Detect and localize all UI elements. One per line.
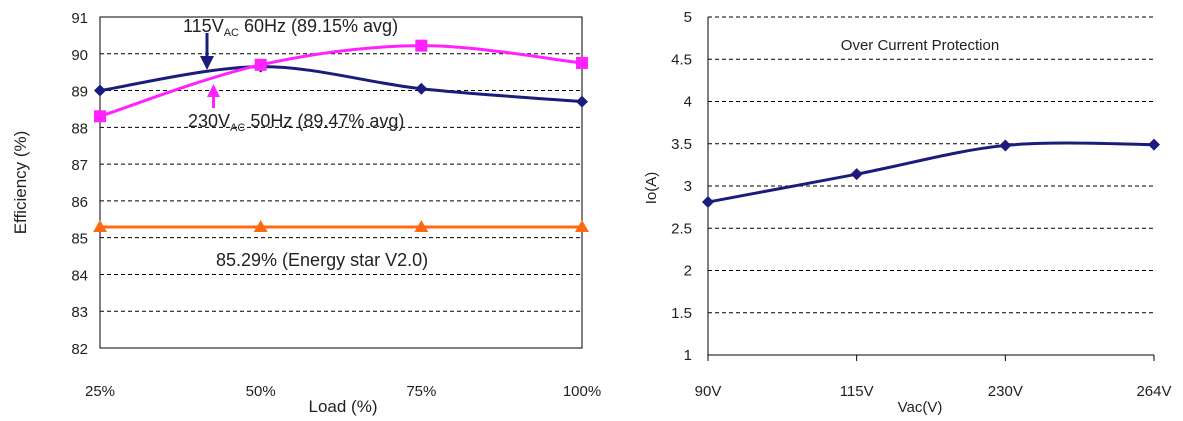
y-tick-label: 2.5	[671, 220, 692, 237]
y-tick-label: 84	[71, 267, 88, 284]
series-line	[99, 44, 583, 118]
x-tick-label: 100%	[563, 383, 601, 400]
y-tick-label: 88	[71, 120, 88, 137]
annotation-115v: 115VAC 60Hz (89.15% avg)	[183, 16, 398, 39]
y-tick-label: 2	[684, 263, 692, 280]
x-axis-label: Vac(V)	[898, 399, 943, 416]
y-tick-label: 90	[71, 47, 88, 64]
y-tick-label: 85	[71, 231, 88, 248]
y-tick-label: 1	[684, 347, 692, 364]
x-tick-label: 115V	[840, 383, 874, 400]
data-point	[415, 39, 428, 52]
data-point	[850, 168, 863, 181]
chart-title: Over Current Protection	[841, 37, 999, 54]
data-point	[94, 110, 106, 123]
data-point	[999, 139, 1012, 152]
data-point	[576, 95, 588, 108]
efficiency-chart: 82 83 84 85 86 87 88 89 90 91 25% 50% 75% 100% Load (%…	[11, 10, 601, 416]
y-tick-label: 3.5	[671, 136, 692, 153]
x-tick-label: 230V	[988, 383, 1023, 400]
y-tick-label: 82	[71, 341, 88, 358]
y-tick-label: 83	[71, 304, 88, 321]
data-point	[253, 220, 268, 233]
annotation-arrow-head	[200, 56, 214, 70]
ocp-chart: 1 1.5 2 2.5 3 3.5 4 4.5 5 90V 115V 230V 264V Vac(V) Io…	[643, 9, 1172, 416]
series-line	[99, 65, 583, 104]
data-point	[415, 82, 428, 95]
data-point	[93, 220, 107, 233]
x-tick-label: 90V	[695, 383, 722, 400]
y-tick-label: 86	[71, 194, 88, 211]
y-tick-label: 87	[71, 157, 88, 174]
x-tick-label: 25%	[85, 383, 115, 400]
data-point	[94, 84, 106, 97]
y-tick-label: 1.5	[671, 305, 692, 322]
y-axis-label: Io(A)	[643, 172, 660, 205]
annotation-energy-star: 85.29% (Energy star V2.0)	[216, 250, 428, 270]
data-point	[576, 56, 588, 69]
annotation-230v: 230VAC 50Hz (89.47% avg)	[188, 111, 404, 134]
y-tick-label: 4	[684, 94, 692, 111]
y-tick-label: 5	[684, 9, 692, 26]
y-tick-label: 4.5	[671, 51, 692, 68]
plot-frame	[99, 16, 583, 349]
annotation-arrow-head	[207, 84, 220, 97]
y-tick-label: 3	[684, 178, 692, 195]
data-point	[702, 196, 714, 209]
x-tick-label: 50%	[246, 383, 276, 400]
series-line	[707, 141, 1155, 204]
x-tick-label: 75%	[406, 383, 436, 400]
y-axis-label: Efficiency (%)	[11, 131, 30, 235]
data-point	[1148, 138, 1160, 151]
data-point	[414, 220, 429, 233]
x-tick-label: 264V	[1136, 383, 1171, 400]
y-tick-label: 91	[71, 10, 88, 27]
data-point	[575, 220, 589, 233]
data-point	[254, 58, 267, 71]
y-tick-label: 89	[71, 84, 88, 101]
x-axis-label: Load (%)	[309, 397, 378, 416]
